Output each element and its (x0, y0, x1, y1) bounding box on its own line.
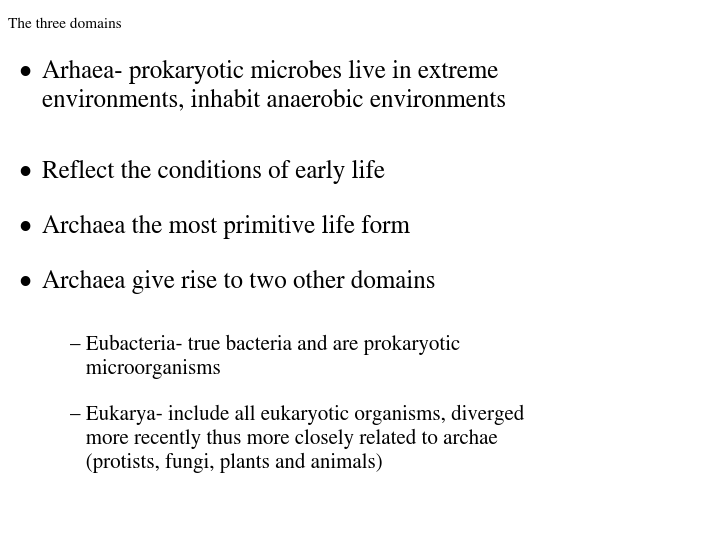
Text: Arhaea- prokaryotic microbes live in extreme
environments, inhabit anaerobic env: Arhaea- prokaryotic microbes live in ext… (42, 60, 506, 112)
Text: •: • (18, 60, 31, 84)
Text: •: • (18, 270, 31, 294)
Text: •: • (18, 215, 31, 239)
Text: – Eukarya- include all eukaryotic organisms, diverged
   more recently thus more: – Eukarya- include all eukaryotic organi… (70, 405, 524, 474)
Text: •: • (18, 160, 31, 184)
Text: Archaea the most primitive life form: Archaea the most primitive life form (42, 215, 410, 239)
Text: The three domains: The three domains (8, 18, 122, 31)
Text: – Eubacteria- true bacteria and are prokaryotic
   microorganisms: – Eubacteria- true bacteria and are prok… (70, 335, 460, 379)
Text: Archaea give rise to two other domains: Archaea give rise to two other domains (42, 270, 436, 294)
Text: Reflect the conditions of early life: Reflect the conditions of early life (42, 160, 385, 184)
